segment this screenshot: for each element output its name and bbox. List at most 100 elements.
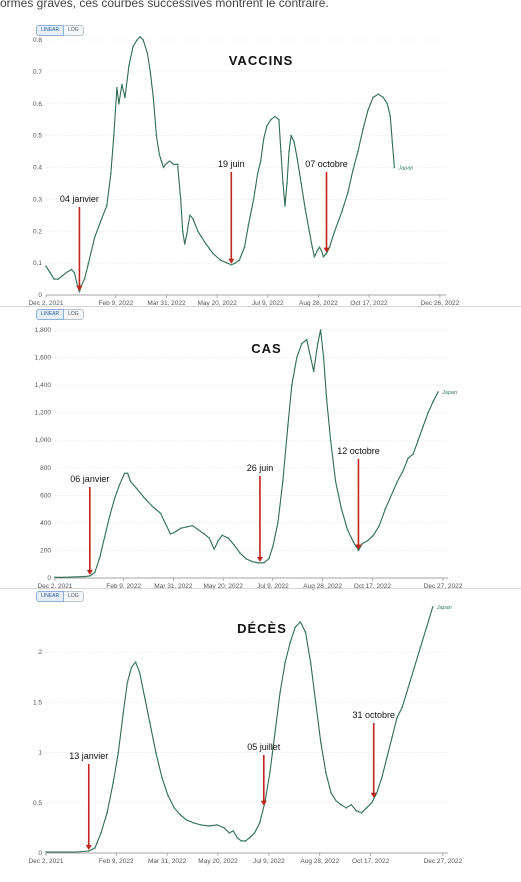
data-point	[158, 153, 161, 156]
data-point	[361, 542, 364, 545]
data-point	[159, 512, 162, 515]
x-tick-label: May 20, 2022	[197, 300, 237, 307]
log-button[interactable]: LOG	[64, 25, 84, 36]
chart-vaccins: 0 0.1 0.2 0.3 0.4 0.5 0.6 0.7 0.8 Dec 2, 2021 Feb …	[28, 35, 460, 307]
data-point	[172, 163, 175, 166]
chart-panel-deces: LINEAR LOG 0 0.5 1 1.5 2 Dec 2, 2021 Feb 9, 20…	[0, 588, 521, 882]
data-point	[143, 497, 146, 499]
x-tick-label: May 20, 2022	[198, 858, 238, 865]
x-tick-label: May 20, 2022	[203, 583, 243, 590]
y-tick-label: 0.5	[33, 800, 42, 807]
linear-button[interactable]: LINEAR	[36, 591, 65, 602]
y-tick-label: 2	[38, 649, 42, 656]
data-point	[128, 64, 130, 67]
data-point	[168, 160, 171, 163]
log-button[interactable]: LOG	[64, 309, 84, 320]
data-point	[179, 198, 182, 201]
data-point	[325, 397, 328, 400]
y-tick-label: 0.7	[33, 69, 42, 76]
data-point	[146, 51, 149, 54]
x-tick-label: Oct 17, 2022	[352, 858, 390, 865]
data-point	[340, 508, 343, 511]
data-point	[105, 204, 108, 207]
data-point	[329, 439, 332, 442]
x-tick-label: Dec 2, 2021	[28, 858, 63, 865]
data-point	[143, 696, 146, 699]
panel-divider	[0, 306, 521, 307]
data-point	[377, 93, 380, 96]
x-tick-label: Oct 17, 2022	[354, 583, 392, 590]
x-tick-label: Aug 28, 2022	[303, 583, 342, 590]
x-tick-label: Dec 2, 2021	[28, 300, 63, 307]
data-point	[384, 508, 387, 511]
x-tick-label: Dec 26, 2022	[421, 300, 460, 307]
data-point	[100, 832, 102, 834]
data-point	[129, 480, 132, 483]
data-point	[234, 262, 237, 265]
x-tick-label: Mar 31, 2022	[148, 858, 187, 865]
data-point	[281, 480, 284, 483]
data-point	[319, 329, 322, 331]
data-point	[289, 641, 292, 644]
data-point	[155, 134, 158, 137]
data-point	[248, 837, 251, 839]
log-button[interactable]: LOG	[64, 591, 84, 602]
data-point	[205, 243, 207, 245]
scale-toggle: LINEAR LOG	[36, 591, 84, 602]
data-point	[123, 472, 126, 475]
y-tick-label: 0.5	[33, 133, 42, 140]
scale-toggle: LINEAR LOG	[36, 25, 84, 36]
data-point	[286, 182, 288, 185]
data-point	[185, 233, 188, 236]
data-point	[122, 711, 125, 714]
data-point	[213, 548, 216, 550]
data-point	[93, 847, 96, 849]
x-tick-label: Jul 9, 2022	[257, 583, 289, 590]
data-point	[207, 824, 210, 827]
data-point	[78, 290, 81, 293]
data-point	[196, 230, 199, 233]
data-point	[427, 411, 430, 414]
x-tick-label: Dec 27, 2022	[424, 583, 463, 590]
data-point	[308, 230, 311, 233]
data-point	[188, 214, 191, 217]
annotation-arrowhead	[228, 258, 235, 264]
data-point	[167, 794, 170, 797]
linear-button[interactable]: LINEAR	[36, 25, 65, 36]
data-point	[437, 391, 439, 393]
data-point	[271, 545, 274, 548]
y-tick-label: 0.4	[33, 165, 42, 172]
data-point	[75, 851, 78, 853]
data-point	[378, 524, 381, 527]
data-point	[106, 811, 108, 814]
data-point	[236, 837, 239, 839]
data-point	[402, 469, 405, 472]
data-point	[244, 840, 247, 842]
data-point	[162, 166, 165, 169]
panel-divider	[0, 588, 521, 589]
annotation-arrowhead	[76, 285, 83, 291]
data-point	[295, 356, 298, 359]
data-point	[53, 278, 56, 280]
data-point	[87, 262, 90, 265]
data-point	[269, 118, 272, 121]
data-point	[223, 826, 226, 829]
data-point	[324, 771, 327, 774]
data-point	[280, 150, 282, 153]
data-point	[93, 236, 96, 239]
data-point	[191, 217, 194, 220]
y-tick-label: 1,000	[35, 437, 52, 444]
data-point	[299, 621, 302, 623]
linear-button[interactable]: LINEAR	[36, 309, 65, 320]
data-point	[346, 528, 349, 531]
y-tick-label: 0.1	[33, 260, 42, 267]
data-point	[130, 666, 133, 669]
data-point	[311, 246, 314, 249]
chart-panel-vaccins: LINEAR LOG 0 0.1 0.2 0.3 0.4 0.5 0.6 0.7 0.8 Dec …	[0, 22, 521, 308]
data-point	[309, 661, 312, 664]
data-point	[61, 274, 64, 277]
data-point	[126, 472, 129, 475]
chart-deces: 0 0.5 1 1.5 2 Dec 2, 2021 Feb 9, 2022 Mar 31, 2…	[28, 605, 462, 865]
data-point	[64, 576, 66, 579]
data-point	[258, 821, 261, 824]
